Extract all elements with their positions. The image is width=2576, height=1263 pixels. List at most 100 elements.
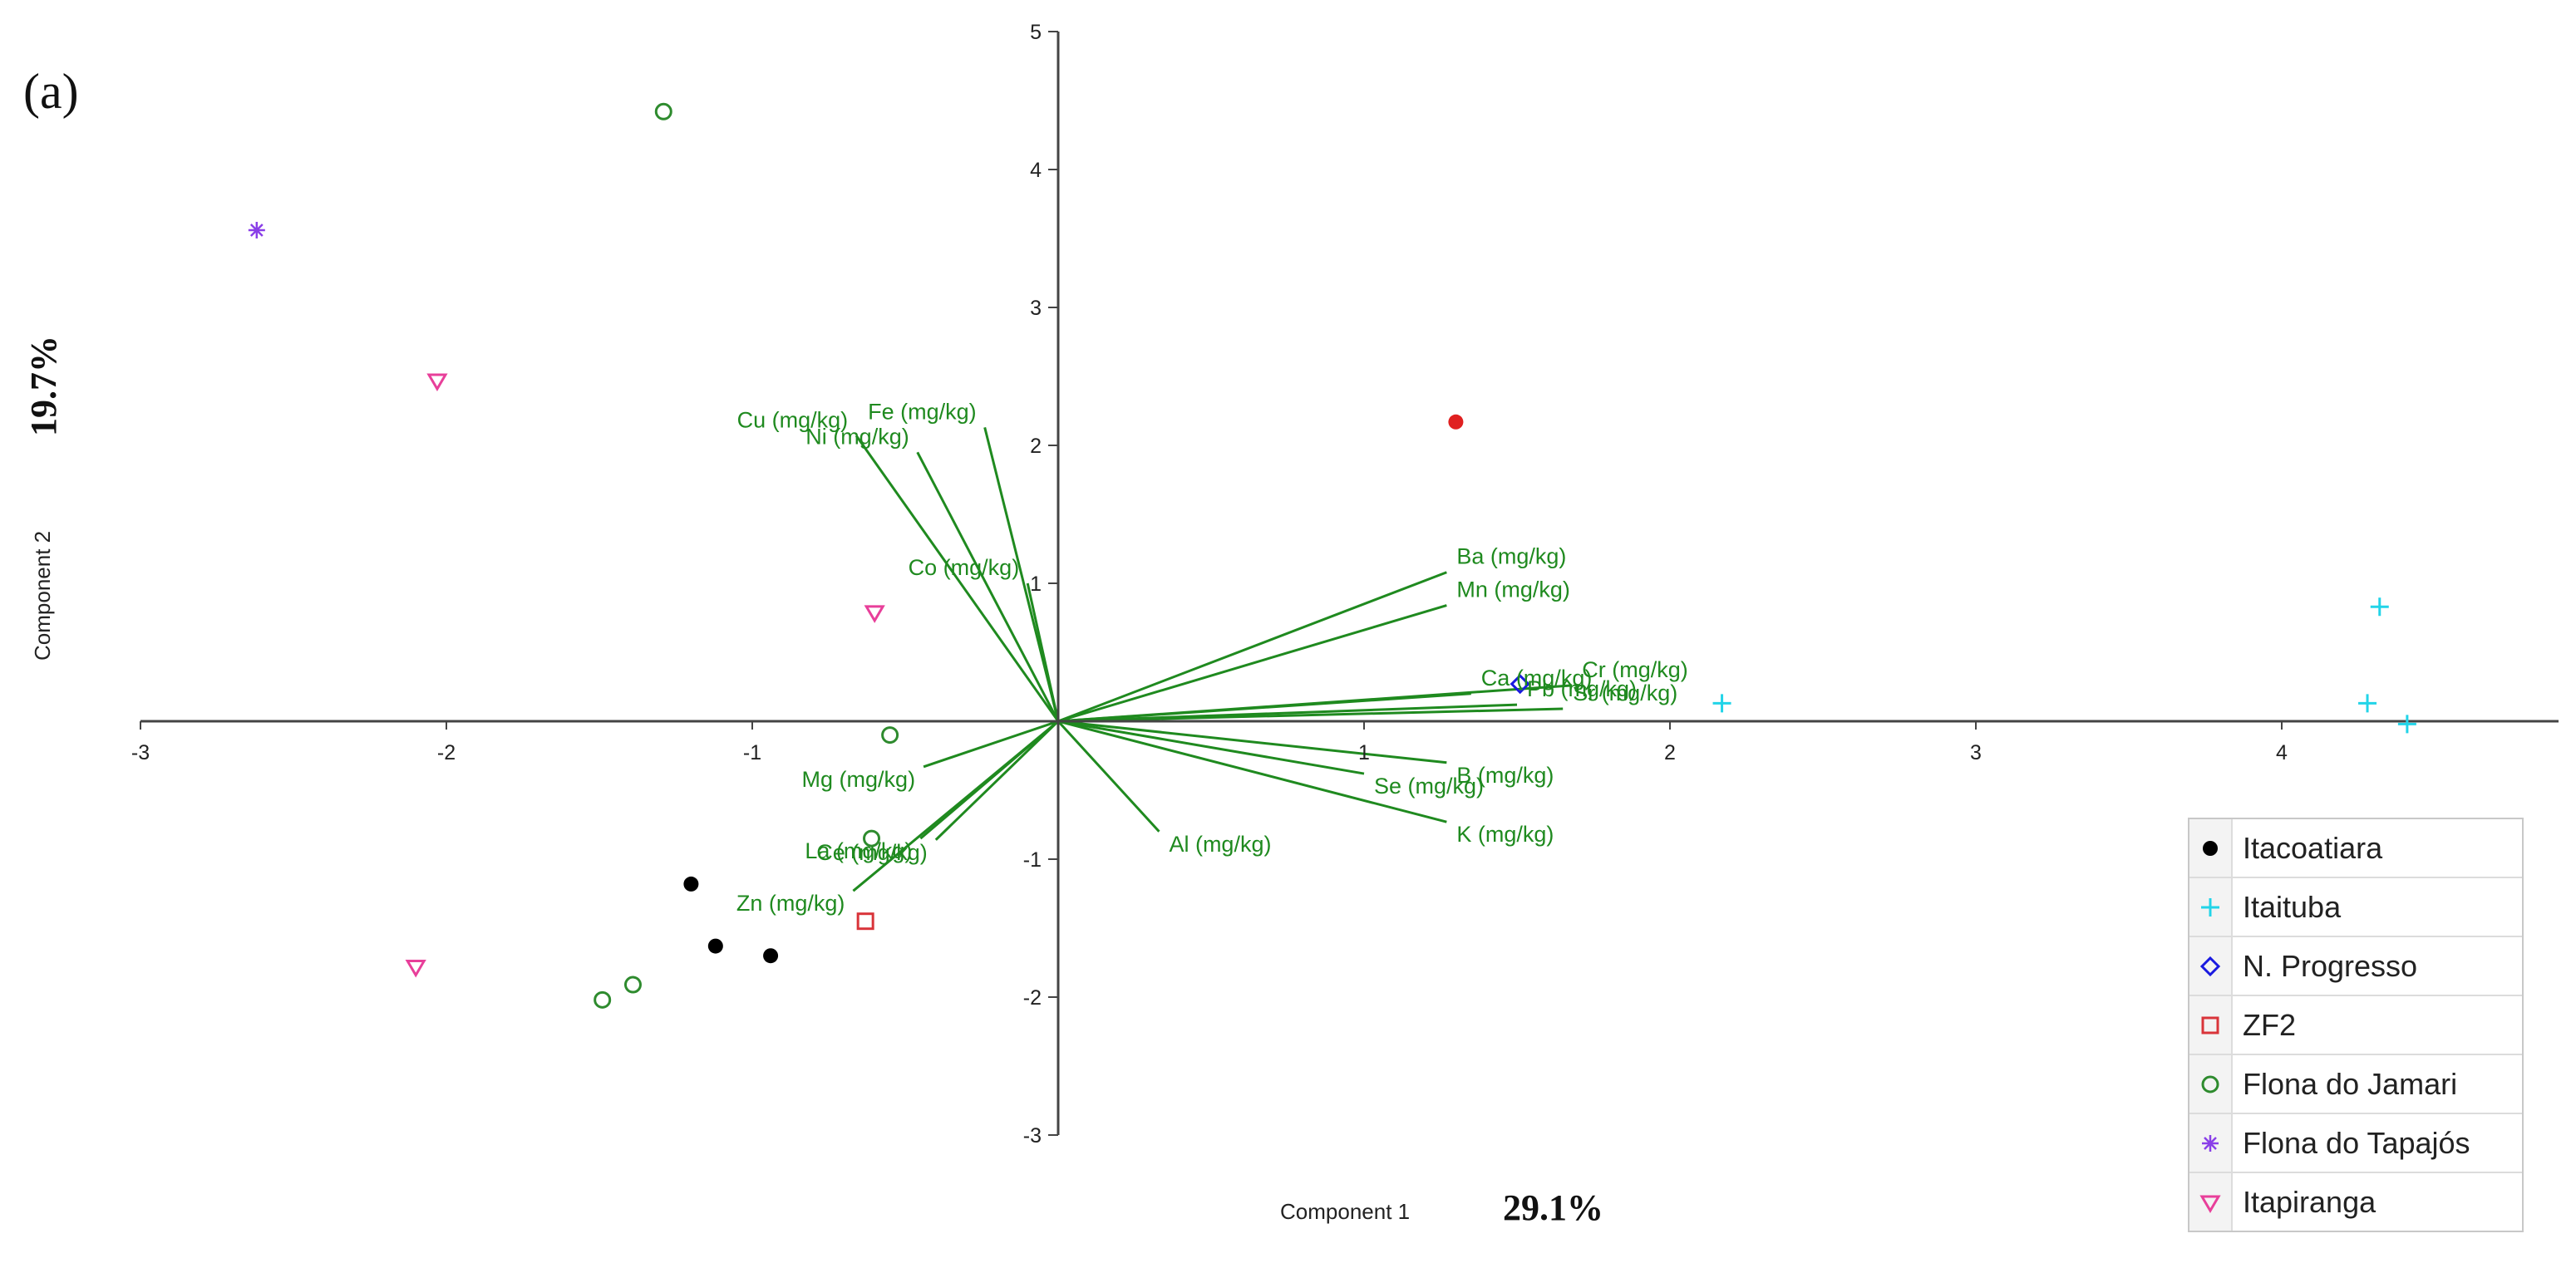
legend-item: Flona do Tapajós	[2189, 1113, 2522, 1172]
loading-label: Sr (mg/kg)	[1573, 681, 1677, 705]
legend-item: ZF2	[2189, 995, 2522, 1054]
loading-label: La (mg/kg)	[805, 838, 912, 863]
y-tick-label: -1	[1023, 848, 1042, 872]
loading-label: Ba (mg/kg)	[1456, 544, 1566, 569]
y-axis-percent: 19.7%	[23, 336, 64, 436]
legend-marker	[2203, 840, 2218, 856]
loading-vector	[916, 451, 1060, 722]
legend-marker-shape	[2203, 840, 2218, 856]
y-tick-label: -3	[1023, 1124, 1042, 1148]
y-tick-label: 3	[1030, 297, 1042, 320]
legend: Itacoatiara Itaituba N. Progresso ZF2 Flona …	[2188, 818, 2524, 1232]
x-tick-label: -1	[743, 741, 761, 764]
data-point	[1712, 694, 1731, 713]
legend-item: Flona do Jamari	[2189, 1054, 2522, 1113]
data-point	[594, 990, 612, 1009]
data-point	[707, 938, 723, 954]
legend-marker-shape	[2202, 1134, 2219, 1152]
legend-marker	[2201, 1075, 2219, 1093]
data-point	[1448, 414, 1464, 430]
loading-label: K (mg/kg)	[1456, 822, 1554, 847]
legend-marker-icon	[2189, 878, 2233, 936]
loading-vector	[1057, 720, 1365, 775]
loading-vector	[923, 720, 1059, 769]
data-point	[856, 912, 874, 931]
legend-label: N. Progresso	[2243, 948, 2418, 983]
loading-vector	[1057, 707, 1564, 723]
data-point	[2370, 597, 2389, 617]
x-tick-label: 2	[1664, 741, 1676, 764]
legend-label: Flona do Jamari	[2243, 1066, 2458, 1101]
y-axis-title: Component 2	[30, 531, 55, 661]
data-point	[863, 829, 881, 848]
legend-item: Itapiranga	[2189, 1172, 2522, 1231]
y-tick-label: -2	[1023, 986, 1042, 1010]
data-point	[864, 605, 885, 623]
loading-label: Mg (mg/kg)	[802, 767, 916, 792]
legend-marker-icon	[2189, 1173, 2233, 1231]
data-point	[683, 876, 699, 892]
y-tick-label: 5	[1030, 21, 1042, 44]
legend-marker-shape	[2199, 1195, 2221, 1213]
legend-marker	[2202, 1134, 2219, 1152]
loading-label: Co (mg/kg)	[909, 555, 1020, 580]
y-tick-label: 4	[1030, 159, 1042, 182]
loading-vector	[1057, 604, 1447, 723]
loading-labels: Cu (mg/kg)Ni (mg/kg)Fe (mg/kg) Co (mg/kg)…	[736, 399, 1688, 916]
loading-vector	[1057, 720, 1160, 833]
data-point	[426, 373, 448, 391]
loading-vector	[1057, 720, 1447, 764]
axes: -3 -2 -1 1 2 3 4 -3 -2 -1 1 2 3 4 5	[131, 21, 2559, 1148]
data-point	[405, 959, 426, 978]
x-axis-percent: 29.1%	[1503, 1187, 1603, 1228]
legend-marker-shape	[2199, 956, 2221, 976]
data-point	[623, 976, 642, 994]
loading-vector	[1057, 571, 1447, 723]
data-points	[248, 102, 2416, 1009]
data-point	[654, 102, 672, 120]
legend-label: Itapiranga	[2243, 1184, 2377, 1219]
loading-label: B (mg/kg)	[1456, 763, 1554, 788]
loading-label: Se (mg/kg)	[1374, 774, 1484, 799]
legend-marker-icon	[2189, 1055, 2233, 1113]
loading-label: Zn (mg/kg)	[736, 891, 845, 916]
legend-item: Itacoatiara	[2189, 819, 2522, 877]
x-tick-label: 3	[1970, 741, 1982, 764]
panel-label: (a)	[23, 64, 79, 119]
legend-marker-icon	[2189, 996, 2233, 1054]
legend-marker	[2201, 1016, 2219, 1034]
x-tick-label: 4	[2276, 741, 2288, 764]
data-point	[2397, 715, 2416, 734]
legend-label: ZF2	[2243, 1007, 2297, 1042]
legend-marker-icon	[2189, 819, 2233, 877]
loading-vector	[852, 720, 1059, 892]
x-tick-label: -2	[437, 741, 456, 764]
legend-marker	[2201, 897, 2219, 917]
data-point	[881, 726, 899, 745]
x-tick-label: -3	[131, 741, 150, 764]
loading-label: Ni (mg/kg)	[805, 424, 909, 449]
y-tick-label: 1	[1030, 573, 1042, 596]
x-tick-label: 1	[1358, 741, 1370, 764]
loading-vector	[934, 720, 1060, 841]
y-tick-label: 2	[1030, 435, 1042, 458]
loading-vector	[1026, 582, 1060, 722]
legend-marker	[2199, 956, 2221, 976]
loading-label: Ce (mg/kg)	[816, 840, 928, 865]
loading-label: Ca (mg/kg)	[1481, 666, 1593, 690]
legend-marker-icon	[2189, 1114, 2233, 1172]
x-axis-title: Component 1	[1280, 1199, 1410, 1224]
legend-label: Itacoatiara	[2243, 830, 2383, 865]
loading-label: Pb (mg/kg)	[1527, 676, 1637, 701]
legend-label: Flona do Tapajós	[2243, 1125, 2470, 1160]
legend-label: Itaituba	[2243, 889, 2342, 924]
legend-item: Itaituba	[2189, 877, 2522, 936]
loading-vectors	[852, 427, 1573, 892]
legend-marker-shape	[2201, 1016, 2219, 1034]
data-point	[763, 948, 779, 964]
legend-marker-shape	[2201, 897, 2219, 917]
legend-marker	[2199, 1195, 2221, 1213]
data-point	[248, 222, 265, 239]
legend-item: N. Progresso	[2189, 936, 2522, 995]
